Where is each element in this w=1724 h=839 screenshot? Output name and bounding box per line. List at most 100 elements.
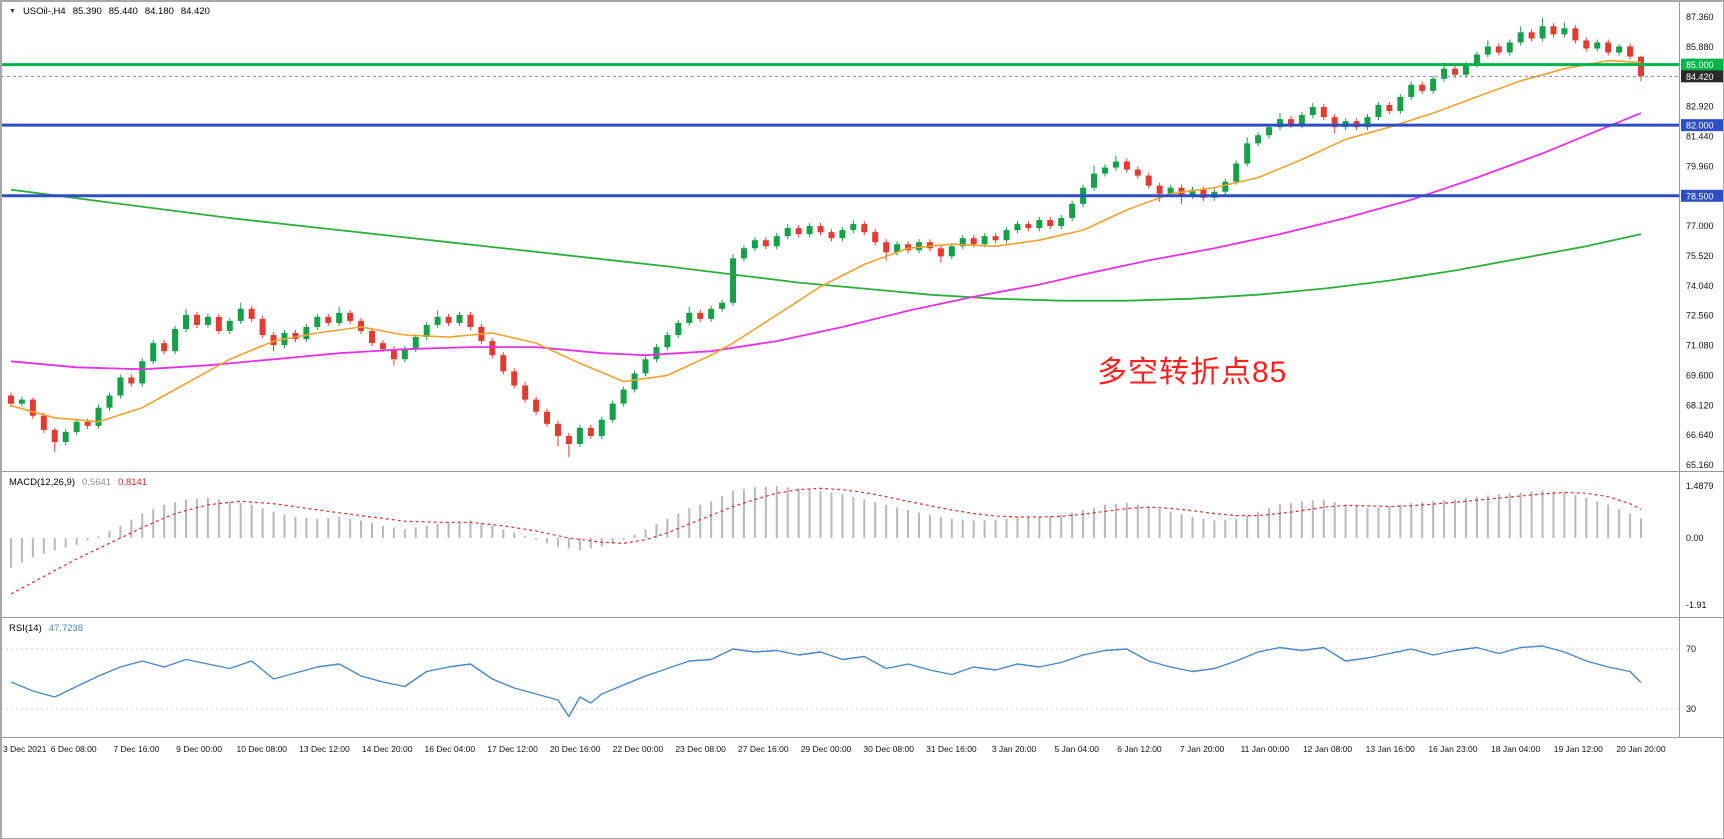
time-axis-label: 18 Jan 04:00 [1491, 744, 1540, 754]
candle-body [106, 395, 113, 408]
rsi-indicator-label: RSI(14) 47.7238 [9, 623, 83, 634]
candle-body [839, 230, 846, 239]
time-axis-label: 5 Jan 04:00 [1055, 744, 1100, 754]
candle-body [51, 429, 58, 442]
candle-body [369, 331, 376, 344]
candle-body [981, 236, 988, 245]
time-axis-label: 13 Jan 16:00 [1366, 744, 1415, 754]
candle-body [1276, 119, 1283, 128]
candle-body [1561, 28, 1568, 35]
candle-body [1134, 169, 1141, 176]
candle-body [773, 236, 780, 247]
symbol-dropdown-icon[interactable]: ▼ [9, 8, 16, 15]
candle-body [500, 355, 507, 372]
price-axis-label: 71.080 [1686, 341, 1714, 351]
hline-price-badge-label: 82.000 [1686, 121, 1714, 131]
candle-body [587, 427, 594, 436]
candle-body [795, 228, 802, 235]
macd-signal-value: 0.8141 [118, 477, 148, 488]
candle-body [1583, 40, 1590, 49]
hline-price-badge [1681, 119, 1723, 132]
price-axis-label: 75.520 [1686, 251, 1714, 261]
candle-body [1419, 84, 1426, 91]
current-price-badge-label: 84.420 [1686, 72, 1714, 82]
candle-body [1047, 220, 1054, 227]
candle-body [150, 343, 157, 362]
candle-body [40, 415, 47, 430]
candle-body [1386, 104, 1393, 112]
rsi-name: RSI(14) [9, 623, 42, 634]
candle-body [237, 308, 244, 321]
price-axis-label: 68.120 [1686, 400, 1714, 410]
candle-body [1331, 117, 1338, 128]
candle-body [915, 242, 922, 251]
price-axis-label: 69.600 [1686, 370, 1714, 380]
current-price-badge [1681, 70, 1723, 83]
time-axis-label: 3 Jan 20:00 [992, 744, 1037, 754]
candle-body [117, 377, 124, 396]
candle-body [1539, 26, 1546, 39]
candle-body [708, 308, 715, 319]
candle-body [128, 377, 135, 384]
candle-body [358, 320, 365, 332]
candle-body [1408, 84, 1415, 97]
candle-body [1123, 161, 1130, 170]
time-axis-label: 6 Dec 08:00 [51, 744, 97, 754]
candle-body [511, 371, 518, 386]
candle-body [73, 421, 80, 432]
candle-body [1473, 54, 1480, 65]
price-axis-label: 65.160 [1686, 460, 1714, 470]
candle-body [1517, 32, 1524, 43]
time-axis-label: 19 Jan 12:00 [1554, 744, 1603, 754]
candle-body [445, 316, 452, 323]
candle-body [784, 228, 791, 237]
time-axis-label: 11 Jan 00:00 [1241, 744, 1290, 754]
price-axis-label: 79.960 [1686, 161, 1714, 171]
time-axis-label: 3 Dec 2021 [3, 744, 47, 754]
price-axis-label: 66.640 [1686, 430, 1714, 440]
candle-body [697, 312, 704, 319]
macd-axis-label: -1.91 [1686, 600, 1707, 610]
time-axis-label: 20 Dec 16:00 [550, 744, 601, 754]
time-axis-label: 27 Dec 16:00 [738, 744, 789, 754]
candle-body [390, 349, 397, 360]
candle-body [1101, 167, 1108, 174]
candle-body [1145, 175, 1152, 186]
candle-body [314, 316, 321, 327]
hline-price-badge-label: 78.500 [1686, 191, 1714, 201]
candle-body [292, 333, 299, 340]
candle-body [850, 224, 857, 231]
price-axis-label: 85.880 [1686, 42, 1714, 52]
macd-signal-line [10, 487, 1642, 595]
macd-axis-label: 1.4879 [1686, 481, 1714, 491]
candle-body [183, 314, 190, 329]
annotation-text: 多空转折点85 [1097, 356, 1288, 389]
candle-body [740, 248, 747, 259]
candle-body [1233, 163, 1240, 182]
candle-body [576, 427, 583, 445]
candle-body [1364, 117, 1371, 128]
time-axis-label: 12 Jan 08:00 [1303, 744, 1352, 754]
candle-body [1441, 68, 1448, 79]
candle-body [1638, 56, 1644, 77]
candle-body [675, 322, 682, 336]
ohlc-low: 84.180 [144, 6, 174, 17]
price-axis-label: 72.560 [1686, 311, 1714, 321]
time-axis-label: 6 Jan 12:00 [1117, 744, 1162, 754]
candle-body [937, 248, 944, 257]
candle-body [489, 341, 496, 356]
candle-body [18, 399, 25, 404]
candle-body [1014, 224, 1021, 231]
candle-body [1156, 185, 1163, 194]
ma-slow-green-line [10, 188, 1642, 302]
candle-body [161, 343, 168, 352]
candle-body [719, 302, 726, 309]
ma-mid-magenta-line [10, 112, 1642, 371]
candle-body [62, 431, 69, 442]
candle-body [959, 238, 966, 247]
candle-body [434, 316, 441, 325]
time-axis-label: 7 Jan 20:00 [1180, 744, 1225, 754]
candle-body [642, 359, 649, 374]
price-axis-label: 77.000 [1686, 221, 1714, 231]
